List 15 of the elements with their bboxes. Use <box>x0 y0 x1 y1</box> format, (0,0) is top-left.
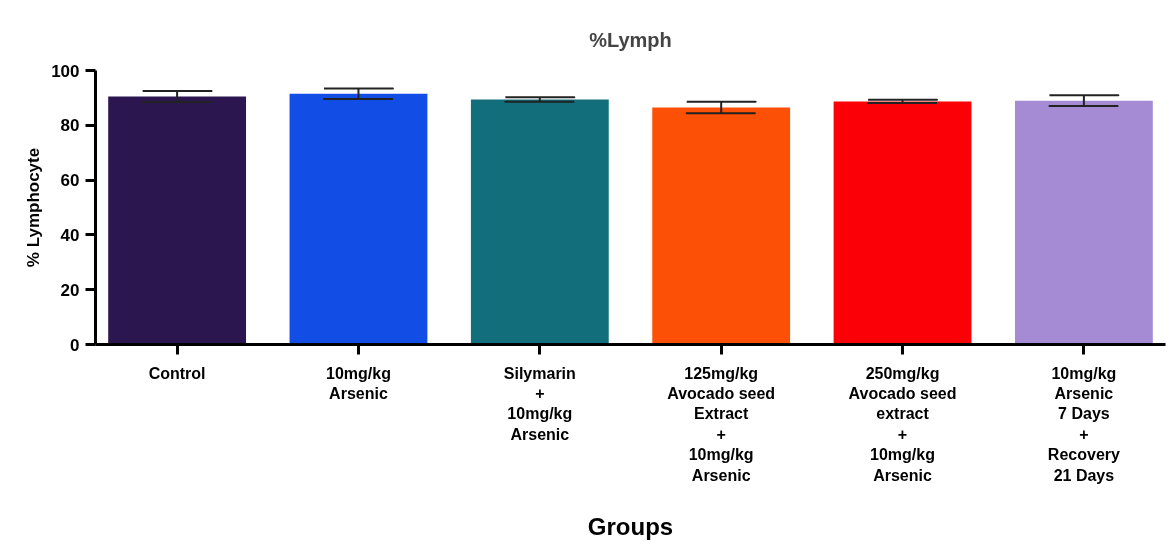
x-tick-label: 125mg/kg Avocado seed Extract + 10mg/kg Arsenic <box>667 364 776 484</box>
y-axis-title: % Lymphocyte <box>24 147 44 268</box>
y-tick-label: 100 <box>51 61 80 81</box>
x-tick-label: Control <box>148 364 206 382</box>
y-tick-label: 60 <box>60 171 80 191</box>
y-tick-label: 80 <box>60 116 80 136</box>
y-tick-label: 20 <box>60 280 80 300</box>
x-tick-label: Silymarin + 10mg/kg Arsenic <box>503 364 576 443</box>
x-axis-title: Groups <box>587 512 674 540</box>
y-tick-label: 0 <box>70 335 80 355</box>
x-tick-label: 10mg/kg Arsenic <box>326 364 391 402</box>
chart-title: %Lymph <box>589 28 672 51</box>
x-tick-label: 250mg/kg Avocado seed extract + 10mg/kg Arsenic <box>848 364 957 484</box>
x-tick-label: 10mg/kg Arsenic 7 Days + Recovery 21 Days <box>1047 364 1121 484</box>
y-tick-label: 40 <box>60 225 80 245</box>
